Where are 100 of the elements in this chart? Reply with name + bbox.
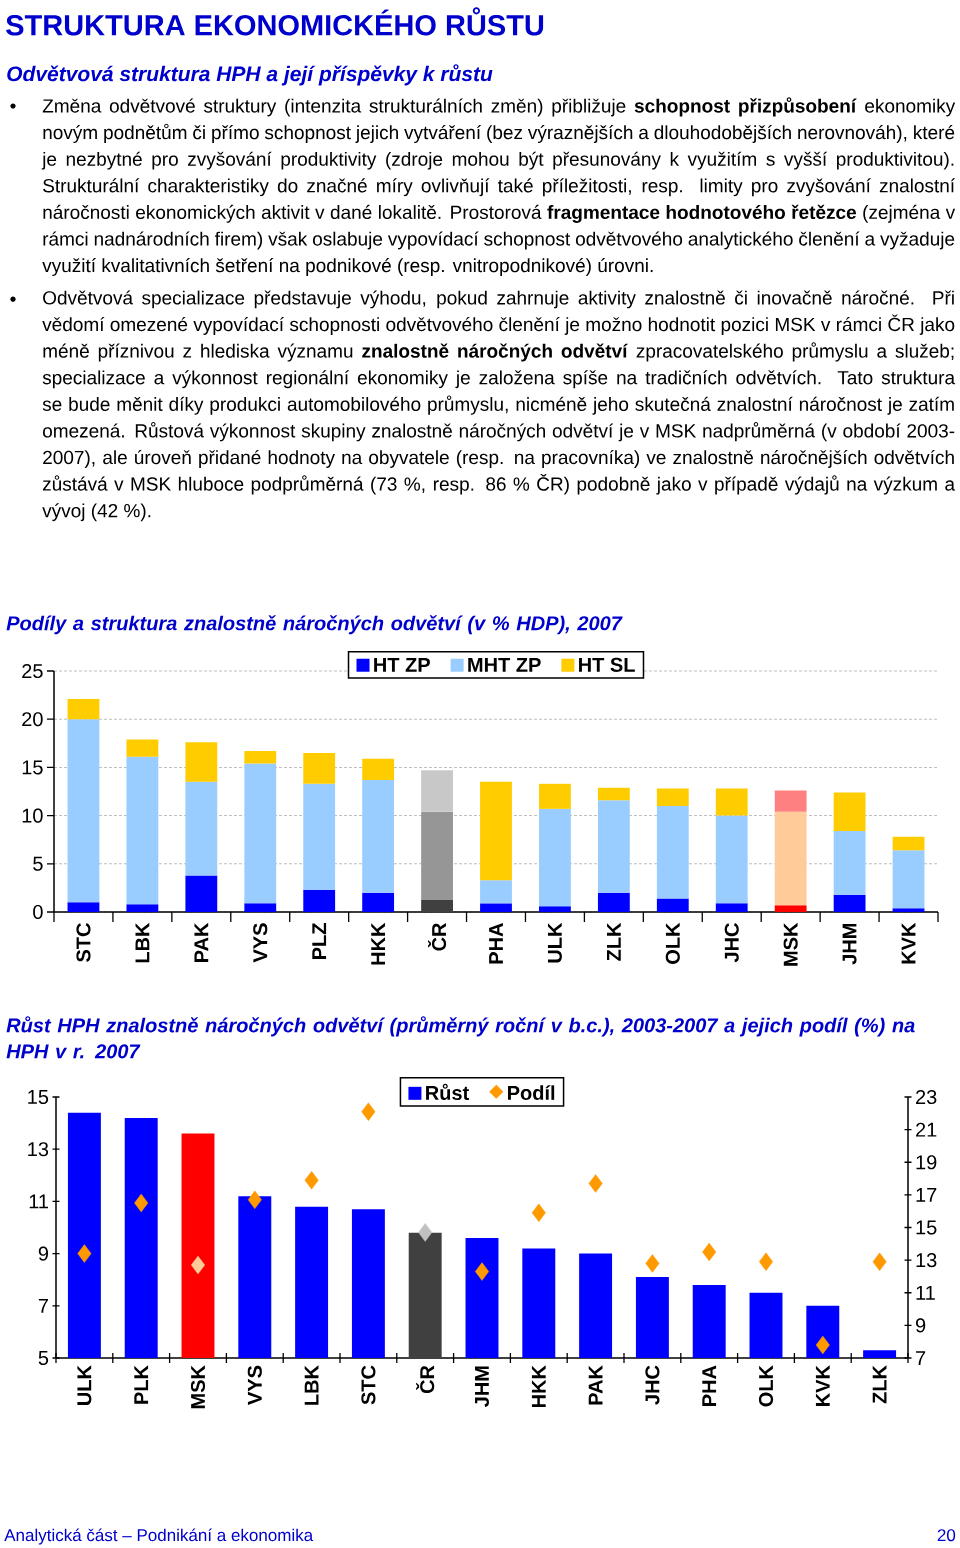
bar (774, 790, 807, 812)
point (361, 1102, 376, 1121)
x-tick-label: STC (76, 923, 91, 962)
x-tick-label: PLZ (312, 923, 327, 959)
bar (362, 779, 395, 893)
x-tick-label: OLK (758, 1365, 774, 1407)
bar (597, 800, 630, 893)
y2-tick-label: 13 (916, 1253, 937, 1268)
bar (833, 792, 866, 832)
x-tick-label: HKK (531, 1365, 546, 1408)
x-tick-label: ULK (77, 1365, 92, 1405)
bar (67, 698, 100, 720)
y-tick-label: 0 (33, 904, 43, 920)
x-tick-label: STC (361, 1365, 376, 1405)
point (872, 1252, 887, 1271)
bar (244, 903, 277, 913)
bar (421, 811, 453, 900)
x-tick-label: LBK (304, 1365, 319, 1405)
y-tick-label: 13 (28, 1142, 49, 1157)
bar (656, 805, 689, 899)
y-tick-label: 25 (22, 663, 43, 679)
x-tick-label: MSK (190, 1365, 206, 1409)
text: Analytická část – Podnikání a ekonomika (4, 1528, 314, 1545)
legend-label: Růst (426, 1083, 469, 1100)
point (759, 1252, 773, 1271)
point (304, 1171, 319, 1190)
point (77, 1244, 92, 1263)
x-tick-label: MSK (783, 922, 798, 966)
point (531, 1203, 546, 1223)
bar (126, 756, 159, 905)
legend-label: HT SL (579, 657, 635, 672)
y2-tick-label: 9 (915, 1318, 926, 1333)
x-tick-label: KVK (815, 1365, 830, 1406)
text: Změna odvětvové struktury (intenzita strukturálních změn) přibližuje schopnost přizpůsobení ekonomiky novým podnětům či přímo schopnost jejich vytváření (bez výraznějších a dlouhodobějších nerovnováh), které je nezbytné pro zvyšování produktivity (zdroje mohou být přesunovány k využitím s vyšší produktivitou). Strukturální charakteristiky do značné míry ovlivňují také příležitosti, resp. limity pro zvyšování znalostní náročnosti ekonomických aktivit v dané lokalitě. Prostorová fragmentace hodnotového řetězce (zejména v rámci nadnárodních firem) však oslabuje vypovídací schopnost odvětvového analytického členění a vyžaduje využití kvalitativních šetření na podnikové (resp. vnitropodnikové) úrovni. (41, 97, 956, 276)
point (645, 1254, 660, 1273)
y2-tick-label: 23 (916, 1089, 937, 1105)
point (815, 1335, 830, 1355)
y2-tick-label: 7 (916, 1351, 926, 1365)
bar (480, 880, 512, 904)
text: Odvětvová struktura HPH a její příspěvky k růstu (7, 64, 493, 86)
text: 20 (937, 1529, 956, 1542)
legend-label: Podíl (508, 1085, 555, 1100)
bar (185, 742, 218, 782)
x-tick-label: KVK (901, 922, 916, 964)
x-tick-label: PAK (588, 1365, 603, 1405)
point (588, 1174, 603, 1193)
y-tick-label: 5 (33, 856, 43, 871)
bar (303, 889, 336, 913)
point (134, 1193, 149, 1213)
x-tick-label: JHM (475, 1366, 489, 1407)
x-tick-label: ULK (547, 922, 562, 963)
bar (126, 904, 159, 913)
bar (303, 783, 336, 890)
legend-label: HT ZP (374, 657, 430, 672)
legend-label: MHT ZP (468, 657, 541, 672)
bar (421, 770, 453, 812)
bar (656, 898, 689, 913)
chart-title: Růst HPH znalostně náročných odvětví (průměrný roční v b.c.), 2003-2007 a jejich podíl (%) na HPH v r. 2007 (6, 1016, 915, 1059)
bar (774, 905, 807, 913)
bar (480, 781, 512, 881)
x-tick-label: ČR (416, 1365, 435, 1394)
y2-tick-label: 11 (916, 1285, 935, 1300)
bar (421, 899, 453, 913)
bar (774, 811, 807, 906)
y-tick-label: 15 (22, 760, 43, 775)
x-tick-label: PAK (194, 922, 209, 962)
text: Odvětvová specializace představuje výhodu, pokud zahrnuje aktivity znalostně či inovačně náročné. Při vědomí omezené vypovídací schopnosti odvětvového členění je možno hodnotit pozici MSK v rámci ČR jako méně příznivou z hlediska významu znalostně náročných odvětví zpracovatelského průmyslu a služeb; specializace a výkonnost regionální ekonomiky je založena spíše na tradičních odvětvích. Tato struktura se bude měnit díky produkci automobilového průmyslu, nicméně jeho skutečná znalostní náročnost je zatím omezená. Růstová výkonnost skupiny znalostně náročných odvětví je v MSK nadprůměrná (v období 2003-2007), ale úroveň přidané hodnoty na obyvatele (resp. na pracovníka) ve znalostně náročnějších odvětvích zůstává v MSK hluboce podprůměrná (73 %, resp. 86 % ČR) podobně jako v případě výdajů na výzkum a vývoj (42 %). (42, 290, 956, 522)
bar (362, 758, 395, 780)
bar (244, 751, 277, 764)
bar (892, 908, 925, 913)
text: STRUKTURA EKONOMICKÉHO RŮSTU (6, 7, 544, 36)
bar (892, 850, 925, 909)
y-tick-label: 20 (22, 712, 43, 727)
x-tick-label: OLK (665, 922, 680, 964)
x-tick-label: ZLK (606, 922, 621, 961)
point (191, 1255, 205, 1275)
y2-tick-label: 21 (916, 1122, 937, 1137)
x-tick-label: ČR (428, 922, 447, 951)
y-tick-label: 15 (28, 1090, 49, 1104)
y2-tick-label: 17 (916, 1188, 937, 1202)
bar (892, 836, 925, 851)
bar (715, 903, 748, 913)
x-tick-label: JHC (724, 923, 739, 963)
bar (597, 892, 630, 913)
bar (67, 902, 100, 913)
point (702, 1242, 717, 1262)
bar (833, 831, 866, 895)
bar (480, 903, 512, 913)
bar (715, 788, 748, 816)
y-tick-label: 11 (29, 1194, 48, 1209)
bar (126, 739, 159, 757)
y-tick-label: 10 (22, 808, 43, 823)
y-tick-label: 7 (38, 1298, 48, 1313)
x-tick-label: VYS (253, 923, 268, 963)
y-tick-label: 9 (38, 1246, 49, 1261)
bar (185, 781, 218, 876)
bar (597, 787, 630, 801)
x-tick-label: PHA (489, 923, 503, 964)
y2-tick-label: 15 (916, 1220, 937, 1235)
x-tick-label: HKK (371, 922, 386, 965)
